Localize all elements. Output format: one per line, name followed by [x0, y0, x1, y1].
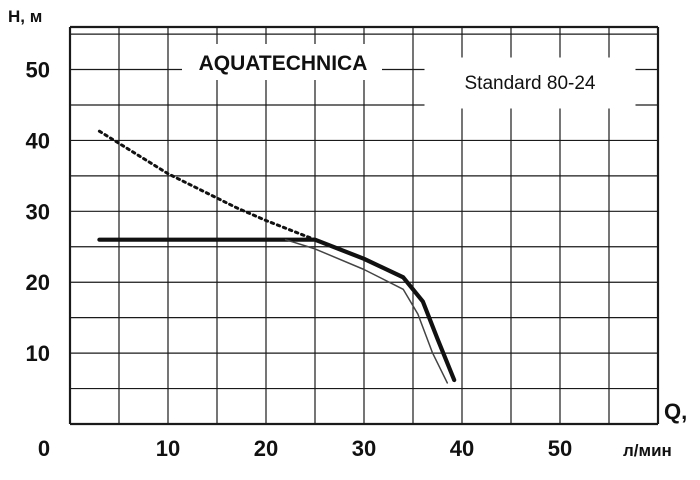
series-line-thin [284, 238, 449, 384]
y-tick-label: 50 [26, 58, 50, 83]
brand-label: AQUATECHNICA [199, 52, 368, 75]
tick-labels: 10 20 30 40 50 10 20 30 40 50 [26, 58, 573, 461]
series-layer [97, 129, 457, 384]
series-line-thick [97, 237, 457, 383]
y-tick-label: 40 [26, 128, 50, 153]
origin-label: 0 [38, 436, 50, 461]
y-tick-label: 10 [26, 341, 50, 366]
x-tick-label: 30 [352, 436, 376, 461]
x-axis-label-q: Q, [664, 399, 687, 424]
y-tick-label: 30 [26, 199, 50, 224]
y-tick-label: 20 [26, 270, 50, 295]
x-tick-label: 50 [548, 436, 572, 461]
x-tick-label: 40 [450, 436, 474, 461]
x-tick-label: 20 [254, 436, 278, 461]
model-label: Standard 80-24 [465, 73, 596, 94]
model-box [424, 57, 636, 109]
x-axis-label-unit: л/мин [623, 441, 672, 460]
brand-box [182, 44, 382, 80]
x-tick-label: 10 [156, 436, 180, 461]
y-axis-label: Н, м [8, 7, 42, 26]
series-line-dotted [97, 129, 317, 242]
